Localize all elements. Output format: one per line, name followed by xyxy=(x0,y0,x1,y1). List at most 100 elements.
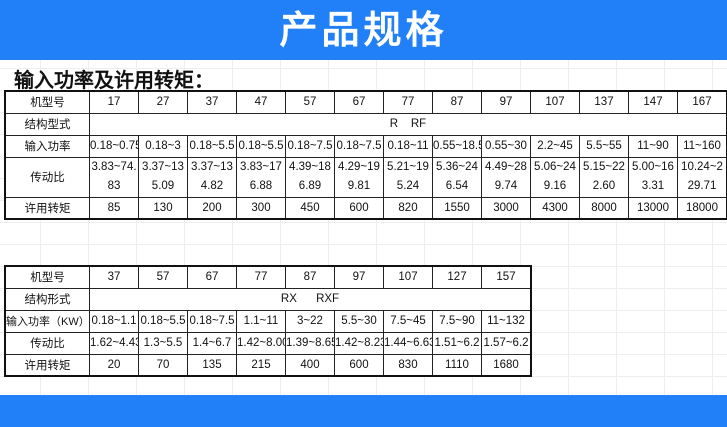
models-cell: 57 xyxy=(138,265,188,289)
power-cell: 3~22 xyxy=(285,309,335,333)
structure-value: R RF xyxy=(89,112,727,136)
torque-cell: 820 xyxy=(383,196,433,220)
spec-table-r-rf: 机型号 17 27 37 47 57 67 77 87 97 107 137 147 167 结构型式 R … xyxy=(4,90,727,220)
models-cell: 57 xyxy=(285,90,335,114)
footer-bar xyxy=(0,395,727,427)
torque-cell: 18000 xyxy=(677,196,727,220)
models-cell: 67 xyxy=(334,90,384,114)
power-cell: 0.18~5.5 xyxy=(236,134,286,158)
torque-cell: 600 xyxy=(334,353,384,377)
ratio-cell: 1.3~5.5 xyxy=(138,331,188,355)
ratio-cell: 5.15~222.60 xyxy=(579,156,629,198)
ratio-cell: 1.44~6.63 xyxy=(383,331,433,355)
power-cell: 0.18~5.5 xyxy=(138,309,188,333)
models-cell: 37 xyxy=(89,265,139,289)
label-structure: 结构形式 xyxy=(4,287,90,311)
torque-cell: 215 xyxy=(236,353,286,377)
ratio-cell: 3.37~134.82 xyxy=(187,156,237,198)
row-model: 机型号 37 57 67 77 87 97 107 127 157 xyxy=(4,265,532,289)
structure-value: RX RXF xyxy=(89,287,532,311)
ratio-cell: 1.42~8.23 xyxy=(334,331,384,355)
power-cell: 0.18~3 xyxy=(138,134,188,158)
power-cell: 0.18~0.75 xyxy=(89,134,139,158)
models-cell: 167 xyxy=(677,90,727,114)
models-cell: 67 xyxy=(187,265,237,289)
ratio-cell: 3.83~74.83 xyxy=(89,156,139,198)
torque-cell: 400 xyxy=(285,353,335,377)
row-ratio: 传动比 1.62~4.43 1.3~5.5 1.4~6.7 1.42~8.00 1.39~… xyxy=(4,331,532,355)
label-ratio: 传动比 xyxy=(4,331,90,355)
power-cell: 0.18~1.1 xyxy=(89,309,139,333)
ratio-cell: 1.4~6.7 xyxy=(187,331,237,355)
power-cell: 7.5~45 xyxy=(383,309,433,333)
power-cell: 2.2~45 xyxy=(530,134,580,158)
ratio-cell: 5.00~163.31 xyxy=(628,156,678,198)
power-cell: 0.18~7.5 xyxy=(334,134,384,158)
torque-cell: 830 xyxy=(383,353,433,377)
models-cell: 107 xyxy=(530,90,580,114)
ratio-cell: 3.83~176.88 xyxy=(236,156,286,198)
row-power: 输入功率（KW） 0.18~1.1 0.18~5.5 0.18~7.5 1.1~11 3~… xyxy=(4,309,532,333)
ratio-cell: 4.29~199.81 xyxy=(334,156,384,198)
row-ratio: 传动比 3.83~74.83 3.37~135.09 3.37~134.82 3.83~… xyxy=(4,156,727,198)
models-cell: 27 xyxy=(138,90,188,114)
label-power: 输入功率 xyxy=(4,134,90,158)
torque-cell: 1550 xyxy=(432,196,482,220)
torque-cell: 70 xyxy=(138,353,188,377)
torque-cell: 1110 xyxy=(432,353,482,377)
row-structure: 结构形式 RX RXF xyxy=(4,287,532,311)
power-cell: 5.5~30 xyxy=(334,309,384,333)
ratio-cell: 4.39~186.89 xyxy=(285,156,335,198)
ratio-cell: 5.36~246.54 xyxy=(432,156,482,198)
label-power: 输入功率（KW） xyxy=(4,309,90,333)
ratio-cell: 4.49~289.74 xyxy=(481,156,531,198)
power-cell: 0.55~30 xyxy=(481,134,531,158)
power-cell: 7.5~90 xyxy=(432,309,482,333)
torque-cell: 200 xyxy=(187,196,237,220)
torque-cell: 600 xyxy=(334,196,384,220)
models-cell: 97 xyxy=(481,90,531,114)
models-cell: 127 xyxy=(432,265,482,289)
ratio-cell: 5.06~249.16 xyxy=(530,156,580,198)
label-structure: 结构型式 xyxy=(4,112,90,136)
models-cell: 47 xyxy=(236,90,286,114)
ratio-cell: 10.24~229.71 xyxy=(677,156,727,198)
label-model: 机型号 xyxy=(4,265,90,289)
ratio-cell: 1.62~4.43 xyxy=(89,331,139,355)
row-torque: 许用转矩 20 70 135 215 400 600 830 1110 1680 xyxy=(4,353,532,377)
label-model: 机型号 xyxy=(4,90,90,114)
ratio-cell: 1.39~8.65 xyxy=(285,331,335,355)
power-cell: 5.5~55 xyxy=(579,134,629,158)
models-cell: 107 xyxy=(383,265,433,289)
torque-cell: 4300 xyxy=(530,196,580,220)
ratio-cell: 1.51~6.2 xyxy=(432,331,482,355)
power-cell: 11~160 xyxy=(677,134,727,158)
torque-cell: 13000 xyxy=(628,196,678,220)
power-cell: 1.1~11 xyxy=(236,309,286,333)
label-torque: 许用转矩 xyxy=(4,353,90,377)
torque-cell: 3000 xyxy=(481,196,531,220)
models-cell: 37 xyxy=(187,90,237,114)
power-cell: 0.18~7.5 xyxy=(285,134,335,158)
row-model: 机型号 17 27 37 47 57 67 77 87 97 107 137 147 167 xyxy=(4,90,727,114)
torque-cell: 300 xyxy=(236,196,286,220)
torque-cell: 450 xyxy=(285,196,335,220)
ratio-cell: 1.42~8.00 xyxy=(236,331,286,355)
torque-cell: 8000 xyxy=(579,196,629,220)
power-cell: 11~90 xyxy=(628,134,678,158)
power-cell: 0.18~5.5 xyxy=(187,134,237,158)
ratio-cell: 1.57~6.2 xyxy=(481,331,532,355)
models-cell: 77 xyxy=(383,90,433,114)
torque-cell: 135 xyxy=(187,353,237,377)
power-cell: 0.18~7.5 xyxy=(187,309,237,333)
torque-cell: 1680 xyxy=(481,353,532,377)
models-cell: 157 xyxy=(481,265,532,289)
label-torque: 许用转矩 xyxy=(4,196,90,220)
row-power: 输入功率 0.18~0.75 0.18~3 0.18~5.5 0.18~5.5 0.18~… xyxy=(4,134,727,158)
torque-cell: 20 xyxy=(89,353,139,377)
power-cell: 11~132 xyxy=(481,309,532,333)
ratio-cell: 3.37~135.09 xyxy=(138,156,188,198)
ratio-cell: 5.21~195.24 xyxy=(383,156,433,198)
models-cell: 97 xyxy=(334,265,384,289)
torque-cell: 85 xyxy=(89,196,139,220)
